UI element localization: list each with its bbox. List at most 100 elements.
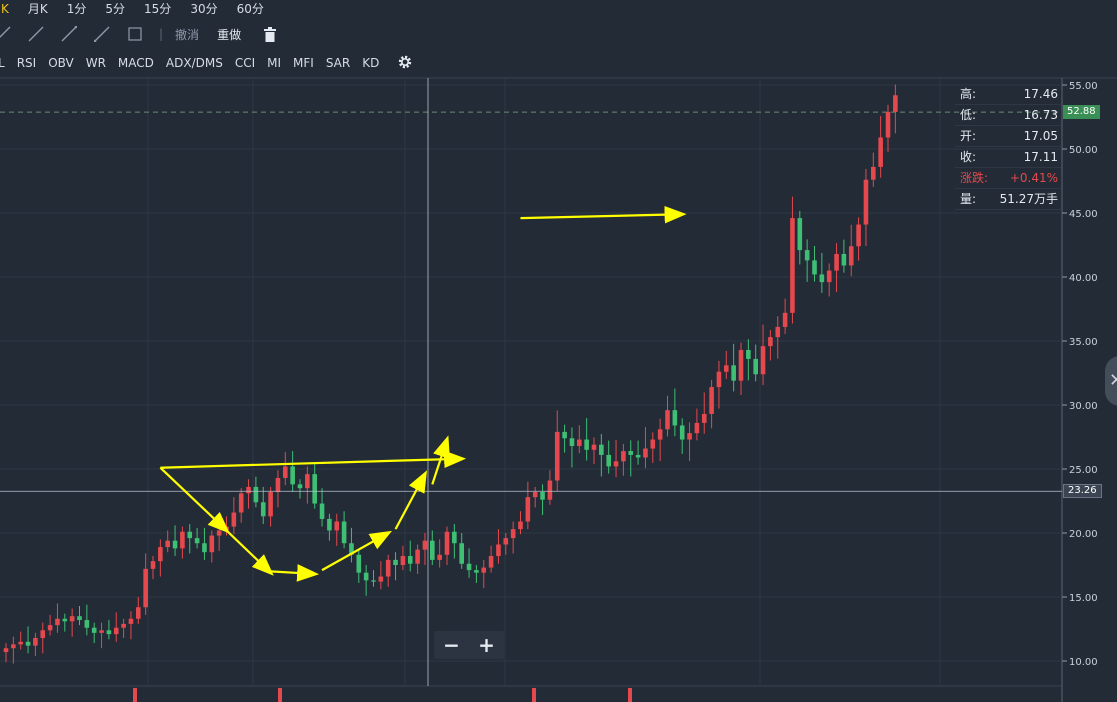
y-tick-label-3: 25.00 <box>1069 465 1098 476</box>
info-open-row: 开: 17.05 <box>955 126 1061 147</box>
candle-body-45 <box>334 521 340 531</box>
y-tick-label-1: 15.00 <box>1069 593 1098 604</box>
candle-body-88 <box>650 439 656 449</box>
indicator-tab-10[interactable]: KD <box>362 56 380 70</box>
indicator-tab-9[interactable]: SAR <box>325 56 351 70</box>
indicator-tab-8[interactable]: MFI <box>293 56 314 70</box>
candle-body-4 <box>33 637 38 646</box>
candle-body-99 <box>731 365 736 381</box>
candle-body-36 <box>268 492 273 517</box>
annotation-arrow-6 <box>431 435 450 485</box>
candle-body-24 <box>180 531 185 549</box>
candle-body-52 <box>385 559 391 577</box>
candle-body-29 <box>216 530 222 536</box>
indicator-tab-0[interactable]: L <box>0 56 5 70</box>
candle-body-65 <box>481 567 487 573</box>
indicator-tab-5[interactable]: ADX/DMS <box>165 56 223 70</box>
candle-body-62 <box>459 543 464 564</box>
candle-body-16 <box>121 623 126 628</box>
candle-body-81 <box>599 444 604 455</box>
candle-body-121 <box>893 95 898 112</box>
period-tab-3[interactable]: 5分 <box>105 1 126 16</box>
ray-tool-icon[interactable] <box>25 23 47 45</box>
candle-body-103 <box>760 346 766 375</box>
candle-body-38 <box>283 466 288 478</box>
candle-body-3 <box>25 641 31 646</box>
indicator-tab-7[interactable]: MI <box>267 56 282 70</box>
settings-gear-icon[interactable] <box>397 54 413 73</box>
ohlc-info-panel: 高: 17.46 低: 16.73 开: 17.05 收: 17.11 涨跌: +0.41… <box>955 84 1061 210</box>
candle-body-42 <box>312 474 317 504</box>
toolbar-divider: | <box>159 27 164 41</box>
candle-body-101 <box>746 349 751 359</box>
zoom-out-button[interactable]: − <box>443 633 460 657</box>
indicator-tab-2[interactable]: OBV <box>48 56 74 70</box>
zoom-controls: − + <box>434 631 504 659</box>
y-tick-label-4: 30.00 <box>1069 401 1098 412</box>
y-tick-label-2: 20.00 <box>1069 529 1098 540</box>
candle-body-6 <box>47 625 53 631</box>
candle-body-63 <box>466 563 472 571</box>
indicator-tab-6[interactable]: CCI <box>234 56 256 70</box>
zoom-in-button[interactable]: + <box>478 633 495 657</box>
candle-body-74 <box>547 480 553 500</box>
redo-button[interactable]: 重做 <box>217 27 242 42</box>
candle-body-89 <box>657 429 663 440</box>
candle-body-39 <box>290 466 295 485</box>
candle-body-27 <box>202 543 207 553</box>
candle-body-77 <box>569 438 575 446</box>
period-tab-6[interactable]: 60分 <box>236 1 264 16</box>
segment-tool-icon[interactable] <box>58 23 80 45</box>
candle-body-108 <box>797 218 803 251</box>
y-tick-label-9: 55.00 <box>1069 81 1098 92</box>
candle-body-18 <box>136 607 141 619</box>
rectangle-tool-icon[interactable] <box>124 23 146 45</box>
close-label: 收: <box>960 150 977 164</box>
annotation-arrow-1 <box>159 466 230 534</box>
candle-body-105 <box>775 326 781 338</box>
candle-body-41 <box>305 474 310 489</box>
indicator-tab-1[interactable]: RSI <box>16 56 37 70</box>
candle-body-92 <box>679 425 685 440</box>
period-tab-0[interactable]: 周K <box>0 1 9 16</box>
period-tab-4[interactable]: 15分 <box>144 1 172 16</box>
period-tab-5[interactable]: 30分 <box>190 1 218 16</box>
collapse-panel-icon[interactable]: ✕ <box>1105 356 1117 406</box>
open-value: 17.05 <box>1023 129 1058 143</box>
candle-body-106 <box>782 312 788 327</box>
annotation-arrow-7 <box>520 205 687 224</box>
candle-body-14 <box>106 630 112 635</box>
annotation-arrow-5 <box>394 470 428 530</box>
candle-body-96 <box>709 387 714 414</box>
candle-body-114 <box>841 253 847 266</box>
undo-button[interactable]: 撤消 <box>175 27 200 42</box>
last-price-tag: 52.88 <box>1063 105 1100 119</box>
candle-body-44 <box>327 518 332 531</box>
period-tab-2[interactable]: 1分 <box>66 1 87 16</box>
candle-body-112 <box>826 270 832 283</box>
candle-body-28 <box>209 535 215 553</box>
candle-body-7 <box>55 618 60 626</box>
indicator-tab-4[interactable]: MACD <box>117 56 154 70</box>
volume-value: 51.27万手 <box>999 192 1058 206</box>
extended-line-tool-icon[interactable] <box>91 23 113 45</box>
trash-icon[interactable] <box>259 23 281 45</box>
volume-label: 量: <box>960 192 977 206</box>
period-tab-1[interactable]: 月K <box>27 1 48 16</box>
candle-body-56 <box>415 549 420 564</box>
candle-body-0 <box>3 648 9 653</box>
period-tabs: 周K 月K 1分 5分 15分 30分 60分 <box>0 0 1117 16</box>
candle-body-116 <box>856 224 861 247</box>
candle-body-61 <box>452 531 457 544</box>
candle-body-71 <box>525 497 531 522</box>
candle-body-119 <box>878 137 883 167</box>
line-tool-icon[interactable] <box>0 23 14 45</box>
y-tick-label-0: 10.00 <box>1069 657 1098 668</box>
candle-body-10 <box>77 616 82 621</box>
indicator-tab-3[interactable]: WR <box>85 56 106 70</box>
candle-body-72 <box>532 492 538 498</box>
candle-body-53 <box>393 559 398 565</box>
y-tick-label-5: 35.00 <box>1069 337 1098 348</box>
candle-body-85 <box>628 451 634 455</box>
